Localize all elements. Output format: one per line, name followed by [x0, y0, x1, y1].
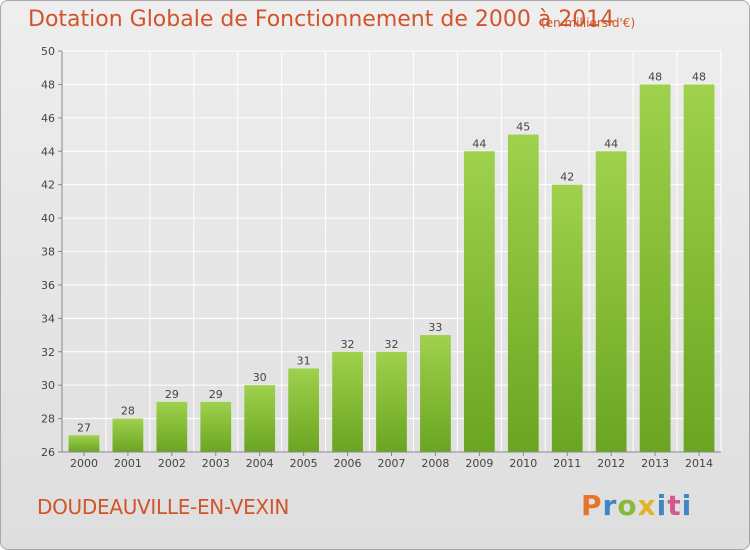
x-tick-label: 2005 [290, 457, 318, 470]
bar-2004 [244, 385, 276, 452]
bar-2009 [463, 151, 495, 452]
y-tick-label: 44 [41, 145, 55, 158]
data-label-2013: 48 [648, 70, 662, 83]
y-tick-label: 28 [41, 413, 55, 426]
labels: 26 28 30 32 34 36 38 40 42 44 46 48 50 27 2000 28 2001 29… [41, 45, 713, 470]
x-tick-label: 2011 [553, 457, 581, 470]
data-label-2000: 27 [77, 421, 91, 434]
bar-2014 [683, 84, 715, 453]
x-tick-label: 2000 [70, 457, 98, 470]
y-tick-label: 48 [41, 78, 55, 91]
commune-name: DOUDEAUVILLE-EN-VEXIN [37, 495, 290, 519]
data-label-2004: 30 [253, 371, 267, 384]
y-tick-label: 36 [41, 279, 55, 292]
bar-2005 [288, 368, 320, 452]
data-label-2001: 28 [121, 405, 135, 418]
x-tick-label: 2001 [114, 457, 142, 470]
data-label-2008: 33 [428, 321, 442, 334]
y-tick-label: 46 [41, 112, 55, 125]
y-tick-label: 30 [41, 379, 55, 392]
x-tick-label: 2010 [509, 457, 537, 470]
data-label-2005: 31 [297, 354, 311, 367]
data-label-2010: 45 [516, 121, 530, 134]
data-label-2007: 32 [385, 338, 399, 351]
x-tick-label: 2006 [334, 457, 362, 470]
data-label-2012: 44 [604, 137, 618, 150]
axes [58, 50, 721, 456]
x-tick-label: 2002 [158, 457, 186, 470]
y-tick-label: 34 [41, 312, 55, 325]
y-tick-label: 38 [41, 246, 55, 259]
data-label-2003: 29 [209, 388, 223, 401]
y-tick-label: 42 [41, 179, 55, 192]
bar-2002 [156, 401, 188, 452]
bar-2006 [332, 351, 363, 452]
chart-title: Dotation Globale de Fonctionnement de 20… [28, 7, 615, 32]
x-tick-label: 2013 [641, 457, 669, 470]
data-label-2009: 44 [472, 137, 486, 150]
bar-2007 [376, 351, 407, 452]
bar-2011 [551, 184, 583, 452]
bar-2008 [420, 335, 451, 452]
y-tick-label: 50 [41, 45, 55, 58]
x-tick-label: 2009 [465, 457, 493, 470]
x-tick-label: 2008 [421, 457, 449, 470]
x-tick-label: 2014 [685, 457, 713, 470]
bar-2013 [639, 84, 671, 453]
y-tick-label: 26 [41, 446, 55, 459]
x-tick-label: 2003 [202, 457, 230, 470]
data-label-2002: 29 [165, 388, 179, 401]
bar-2010 [507, 134, 539, 452]
bar-2012 [595, 151, 627, 452]
bar-2000 [68, 435, 100, 452]
data-label-2014: 48 [692, 70, 706, 83]
bar-2001 [112, 418, 144, 452]
bars [68, 84, 715, 453]
y-tick-label: 40 [41, 212, 55, 225]
chart-unit: (en milliers d'€) [541, 16, 636, 30]
x-tick-label: 2012 [597, 457, 625, 470]
x-tick-label: 2004 [246, 457, 274, 470]
proxiti-logo: Proxiti [581, 489, 693, 522]
data-label-2011: 42 [560, 171, 574, 184]
bar-2003 [200, 401, 232, 452]
x-tick-label: 2007 [378, 457, 406, 470]
y-tick-label: 32 [41, 346, 55, 359]
data-label-2006: 32 [341, 338, 355, 351]
